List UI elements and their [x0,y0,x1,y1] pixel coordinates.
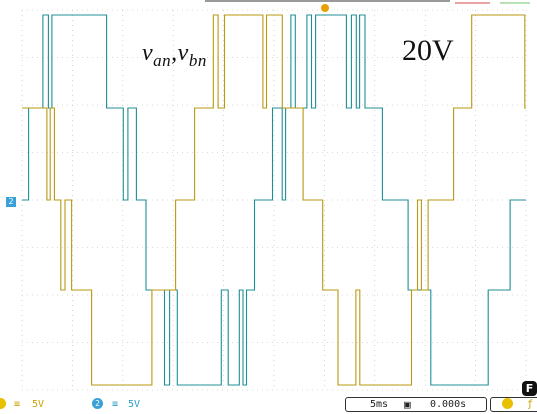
trigger-source-icon [502,398,513,409]
timebase-value: 5ms [370,399,389,410]
channel2-level-marker: 2 [6,197,16,207]
trigger-position-marker [321,4,329,12]
trigger-slope-icon: ƒ [527,399,534,410]
channel1-scale[interactable]: 5V [32,399,45,410]
channel2-indicator-icon[interactable]: 2 [92,398,103,409]
signal-separator: , [171,40,178,66]
horizontal-position-value: 0.000s [430,399,467,410]
signal-v2: v [177,40,189,66]
signal-v1: v [142,40,154,66]
voltage-scale-label: 20V [402,34,454,67]
signal-sub1: an [153,50,172,70]
channel1-indicator-icon[interactable] [0,398,6,409]
channel1-trace-path [22,14,526,386]
channel2-trace-path [22,14,526,386]
channel2-scale[interactable]: 5V [128,399,141,410]
signal-label: van,vbn [142,40,207,71]
signal-sub2: bn [188,50,207,70]
channel1-coupling: ≡ [14,399,21,410]
channel1-waveform [22,14,526,386]
function-menu-button[interactable]: F [522,381,537,396]
channel2-waveform [22,14,526,386]
horizontal-position-icon: ▣ [404,398,411,411]
timebase-box[interactable] [345,397,487,412]
status-bar: ≡ 5V 2 ≡ 5V 5ms ▣ 0.000s ƒ [0,396,537,414]
trigger-box[interactable] [490,397,537,412]
channel2-coupling: ≡ [112,399,119,410]
